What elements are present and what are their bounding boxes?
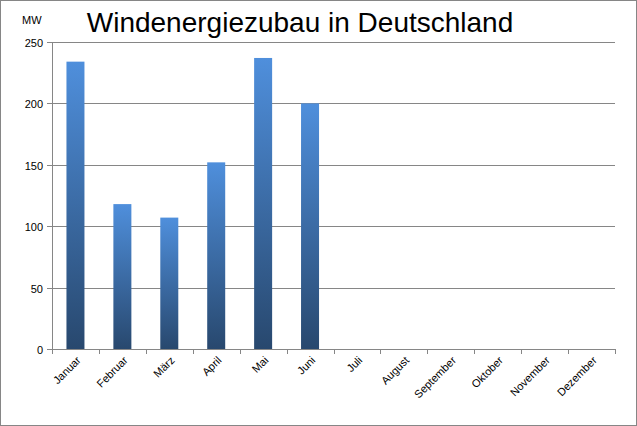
x-tick-label: März xyxy=(151,354,177,380)
y-tick xyxy=(47,42,52,43)
y-tick xyxy=(47,349,52,350)
y-tick xyxy=(47,226,52,227)
y-axis xyxy=(52,42,53,349)
y-tick-label: 250 xyxy=(25,37,43,49)
bar xyxy=(301,103,319,349)
x-tick xyxy=(334,349,335,354)
bar xyxy=(113,204,131,349)
x-tick-label: Mai xyxy=(250,354,271,375)
grid-line xyxy=(52,42,615,43)
y-tick-label: 200 xyxy=(25,98,43,110)
bar xyxy=(254,58,272,349)
chart-border xyxy=(1,1,637,426)
y-tick xyxy=(47,103,52,104)
x-tick-label: Dezember xyxy=(555,354,600,399)
x-axis xyxy=(52,349,615,350)
chart: Windenergiezubau in Deutschland MW 0 50 100 1… xyxy=(0,0,637,426)
bars xyxy=(66,58,319,349)
x-tick xyxy=(474,349,475,354)
x-tick xyxy=(521,349,522,354)
x-tick-label: Januar xyxy=(51,354,84,387)
grid-line xyxy=(52,288,615,289)
y-tick xyxy=(47,288,52,289)
x-tick xyxy=(427,349,428,354)
bar xyxy=(66,62,84,349)
y-axis-label: MW xyxy=(22,14,42,26)
x-tick-label: April xyxy=(200,354,224,378)
x-tick-label: Februar xyxy=(94,354,130,390)
x-tick xyxy=(240,349,241,354)
x-tick-label: Juli xyxy=(344,354,364,374)
x-tick xyxy=(146,349,147,354)
x-tick xyxy=(615,349,616,354)
bar xyxy=(160,218,178,349)
x-tick xyxy=(99,349,100,354)
y-tick-label: 100 xyxy=(25,221,43,233)
grid-line xyxy=(52,226,615,227)
x-tick-label: September xyxy=(412,354,459,401)
x-tick-label: Oktober xyxy=(469,354,505,390)
y-tick-label: 150 xyxy=(25,160,43,172)
chart-root: Windenergiezubau in Deutschland MW 0 50 100 1… xyxy=(0,0,637,426)
x-tick-label: November xyxy=(508,354,553,399)
x-tick-label: August xyxy=(379,354,412,387)
x-tick xyxy=(193,349,194,354)
grid-line xyxy=(52,103,615,104)
y-tick-label: 50 xyxy=(31,283,43,295)
x-tick xyxy=(568,349,569,354)
y-tick xyxy=(47,165,52,166)
x-tick xyxy=(380,349,381,354)
title: Windenergiezubau in Deutschland xyxy=(87,7,514,38)
y-tick-label: 0 xyxy=(37,344,43,356)
x-tick xyxy=(287,349,288,354)
bar xyxy=(207,162,225,349)
x-tick-label: Juni xyxy=(295,354,318,377)
x-tick xyxy=(52,349,53,354)
grid-line xyxy=(52,349,615,350)
grid-line xyxy=(52,165,615,166)
